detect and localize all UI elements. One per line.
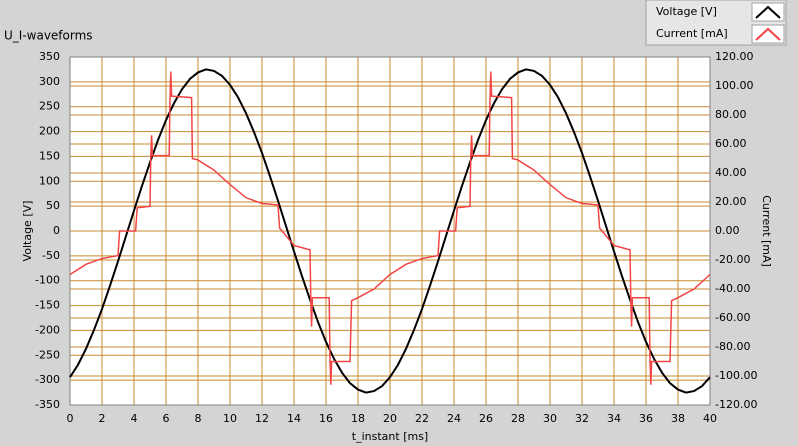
x-tick-label: 22 [415,412,429,425]
y-tick-label: 0 [53,224,60,237]
y2-tick-label: -40.00 [715,282,750,295]
x-tick-label: 36 [639,412,653,425]
x-tick-label: 6 [163,412,170,425]
x-tick-label: 28 [511,412,525,425]
y2-axis-label: Current [mA] [760,195,773,267]
y2-tick-label: -20.00 [715,253,750,266]
y-tick-label: -250 [35,348,60,361]
x-tick-label: 12 [255,412,269,425]
x-tick-label: 14 [287,412,301,425]
x-tick-label: 16 [319,412,333,425]
y2-tick-label: -120.00 [715,398,757,411]
x-tick-label: 2 [99,412,106,425]
y2-tick-label: 120.00 [715,50,754,63]
y2-tick-label: 40.00 [715,166,747,179]
y-tick-label: 250 [39,100,60,113]
legend-swatch [755,27,781,41]
y-axis-label: Voltage [V] [21,201,34,262]
legend-swatch [755,5,781,19]
x-tick-label: 34 [607,412,621,425]
x-tick-label: 24 [447,412,461,425]
y-tick-label: 300 [39,75,60,88]
y-tick-label: 200 [39,125,60,138]
y-tick-label: 350 [39,50,60,63]
y-tick-label: 50 [46,199,60,212]
y-tick-label: -50 [42,249,60,262]
legend-label: Voltage [V] [656,5,717,18]
y2-tick-label: -100.00 [715,369,757,382]
series-line [69,68,711,394]
y2-tick-label: 80.00 [715,108,747,121]
y2-tick-label: 0.00 [715,224,740,237]
y-tick-label: 150 [39,149,60,162]
x-tick-label: 30 [543,412,557,425]
x-tick-label: 32 [575,412,589,425]
x-tick-label: 4 [131,412,138,425]
y2-tick-label: 60.00 [715,137,747,150]
x-tick-label: 38 [671,412,685,425]
x-tick-label: 40 [703,412,717,425]
legend-swatch-box [751,2,785,22]
y2-tick-label: -60.00 [715,311,750,324]
legend-label: Current [mA] [656,27,728,40]
y-tick-label: -200 [35,323,60,336]
series-line [69,71,711,385]
x-tick-label: 18 [351,412,365,425]
y-tick-label: -150 [35,299,60,312]
x-tick-label: 8 [195,412,202,425]
plot-frame [69,56,711,406]
y2-tick-label: 100.00 [715,79,754,92]
legend-swatch-box [751,24,785,44]
x-tick-label: 0 [67,412,74,425]
y2-tick-label: 20.00 [715,195,747,208]
x-tick-label: 10 [223,412,237,425]
y-tick-label: -350 [35,398,60,411]
y2-tick-label: -80.00 [715,340,750,353]
y-tick-label: -100 [35,274,60,287]
y-tick-label: -300 [35,373,60,386]
x-tick-label: 20 [383,412,397,425]
y-tick-label: 100 [39,174,60,187]
chart-title: U_I-waveforms [4,29,93,43]
x-tick-label: 26 [479,412,493,425]
x-axis-label: t_instant [ms] [352,430,428,443]
